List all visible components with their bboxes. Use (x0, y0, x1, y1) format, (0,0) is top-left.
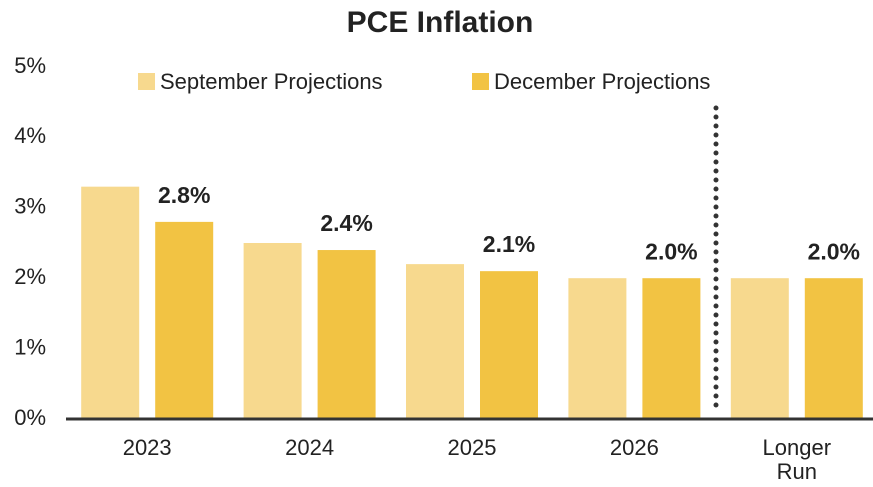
chart-title: PCE Inflation (347, 6, 534, 39)
bar (81, 186, 140, 419)
bar (642, 278, 701, 419)
legend-label: September Projections (160, 69, 383, 94)
legend-label: December Projections (494, 69, 710, 94)
x-tick-label: Longer Run (762, 435, 832, 484)
bar (317, 250, 376, 419)
bar (568, 278, 627, 419)
legend-swatch (138, 73, 155, 90)
legend-swatch (472, 73, 489, 90)
data-label: 2.8% (158, 182, 210, 208)
x-tick-label: 2023 (122, 435, 172, 460)
bar (480, 271, 538, 419)
bar (243, 243, 302, 419)
bar (406, 264, 464, 419)
bar (730, 278, 789, 419)
x-tick-label: 2025 (447, 435, 497, 460)
x-tick-label: 2026 (609, 435, 659, 460)
y-tick-label: 1% (14, 334, 46, 359)
bar (804, 278, 863, 419)
data-label: 2.0% (808, 238, 860, 264)
y-tick-label: 2% (14, 264, 46, 289)
data-label: 2.0% (645, 238, 697, 264)
y-tick-label: 4% (14, 123, 46, 148)
y-tick-label: 0% (14, 405, 46, 430)
data-label: 2.1% (483, 231, 535, 257)
y-tick-label: 5% (14, 53, 46, 78)
bar (155, 221, 214, 419)
x-tick-label: 2024 (285, 435, 335, 460)
y-tick-label: 3% (14, 194, 46, 219)
data-label: 2.4% (320, 210, 372, 236)
